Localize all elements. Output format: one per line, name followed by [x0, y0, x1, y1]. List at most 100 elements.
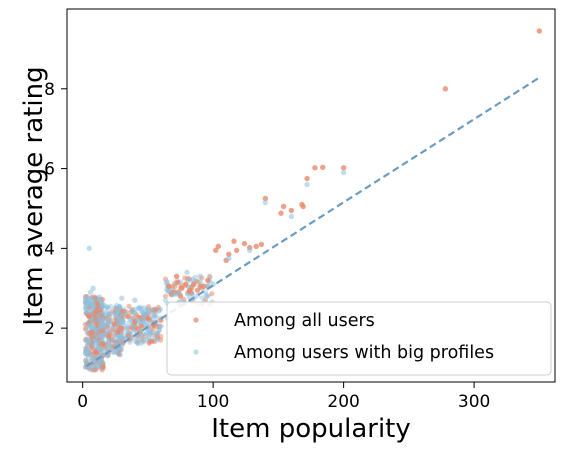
cluster-point: [139, 317, 145, 323]
cluster-point: [116, 339, 122, 345]
cluster-point: [134, 339, 140, 345]
cluster-point: [186, 276, 192, 282]
cluster-point: [101, 332, 107, 338]
point-among-all-users: [205, 277, 211, 283]
cluster-point: [99, 334, 105, 340]
cluster-point: [162, 293, 169, 299]
legend-label-all: Among all users: [234, 311, 375, 331]
cluster-point: [155, 329, 161, 335]
legend-marker-all: [193, 317, 199, 323]
point-among-big-profiles: [134, 317, 141, 323]
cluster-point: [83, 358, 89, 364]
cluster-point: [150, 326, 156, 332]
cluster-point: [158, 337, 164, 343]
cluster-point: [146, 335, 152, 341]
cluster-point: [98, 313, 105, 319]
cluster-point: [83, 294, 89, 301]
cluster-point: [139, 305, 145, 311]
series-among-all-users: [86, 28, 543, 355]
cluster-point: [125, 332, 132, 338]
cluster-point: [195, 279, 201, 285]
point-among-all-users: [300, 203, 306, 210]
series-among-users-with-big-profiles: [83, 169, 347, 371]
cluster-point: [83, 350, 89, 356]
cluster-point: [163, 298, 169, 304]
point-among-all-users: [183, 281, 189, 287]
cluster-point: [133, 335, 139, 341]
cluster-point: [207, 273, 213, 279]
cluster-point: [98, 296, 104, 302]
cluster-point: [102, 305, 108, 311]
point-among-big-profiles: [85, 309, 91, 315]
point-among-all-users: [111, 321, 117, 327]
cluster-point: [89, 339, 95, 345]
point-among-all-users: [115, 329, 121, 335]
cluster-point: [205, 293, 211, 299]
cluster-point: [89, 300, 95, 306]
y-tick-label: 4: [44, 239, 55, 259]
point-among-all-users: [262, 195, 269, 202]
legend: Among all users Among users with big pro…: [166, 301, 552, 376]
cluster-point: [162, 276, 169, 282]
point-among-big-profiles: [87, 289, 94, 295]
point-among-all-users: [99, 341, 105, 347]
point-among-big-profiles: [90, 285, 96, 291]
cluster-point: [143, 308, 149, 314]
cluster-point: [83, 301, 89, 307]
cluster-point: [104, 317, 110, 323]
cluster-point: [145, 320, 151, 327]
x-tick-label: 200: [327, 392, 359, 412]
cluster-point: [82, 296, 89, 302]
point-among-all-users: [177, 293, 184, 299]
cluster-point: [93, 327, 99, 334]
point-among-big-profiles: [304, 181, 310, 188]
cluster-point: [93, 366, 99, 372]
point-among-all-users: [226, 251, 232, 258]
cluster-point: [100, 328, 107, 334]
point-among-big-profiles: [112, 349, 118, 355]
point-among-big-profiles: [100, 321, 107, 327]
cluster-point: [92, 315, 98, 321]
cluster-point: [82, 294, 89, 300]
cluster-point: [149, 329, 155, 335]
cluster-point: [101, 302, 107, 308]
x-tick-label: 0: [77, 392, 88, 412]
cluster-point: [209, 291, 215, 297]
point-among-big-profiles: [124, 325, 130, 331]
point-among-all-users: [89, 329, 95, 335]
point-among-all-users: [173, 273, 180, 279]
point-among-all-users: [280, 203, 287, 210]
cluster-point: [121, 308, 127, 315]
cluster-point: [87, 324, 93, 330]
point-among-big-profiles: [132, 297, 138, 303]
y-tick-label: 8: [44, 80, 55, 100]
point-among-all-users: [138, 323, 145, 329]
cluster-point: [96, 337, 102, 343]
cluster-point: [136, 305, 143, 311]
cluster-point: [121, 319, 127, 325]
cluster-point: [87, 322, 93, 328]
point-among-big-profiles: [108, 325, 115, 331]
point-among-all-users: [179, 285, 185, 291]
cluster-point: [132, 338, 138, 344]
point-among-all-users: [253, 243, 259, 250]
point-among-all-users: [145, 315, 151, 321]
cluster-point: [154, 331, 160, 338]
cluster-point: [119, 320, 125, 326]
cluster-point: [97, 294, 103, 300]
cluster-point: [135, 341, 141, 347]
cluster-point: [126, 320, 132, 326]
point-among-all-users: [197, 283, 203, 289]
point-among-all-users: [215, 243, 222, 250]
cluster-point: [83, 301, 89, 307]
y-axis-ticks: 2 4 6 8: [44, 80, 67, 339]
cluster-point: [110, 338, 116, 344]
cluster-point: [92, 294, 98, 300]
point-among-big-profiles: [95, 345, 102, 351]
cluster-point: [203, 292, 209, 298]
cluster-point: [104, 315, 110, 321]
point-among-all-users: [93, 349, 99, 355]
cluster-point: [147, 330, 153, 336]
cluster-point: [86, 305, 92, 311]
